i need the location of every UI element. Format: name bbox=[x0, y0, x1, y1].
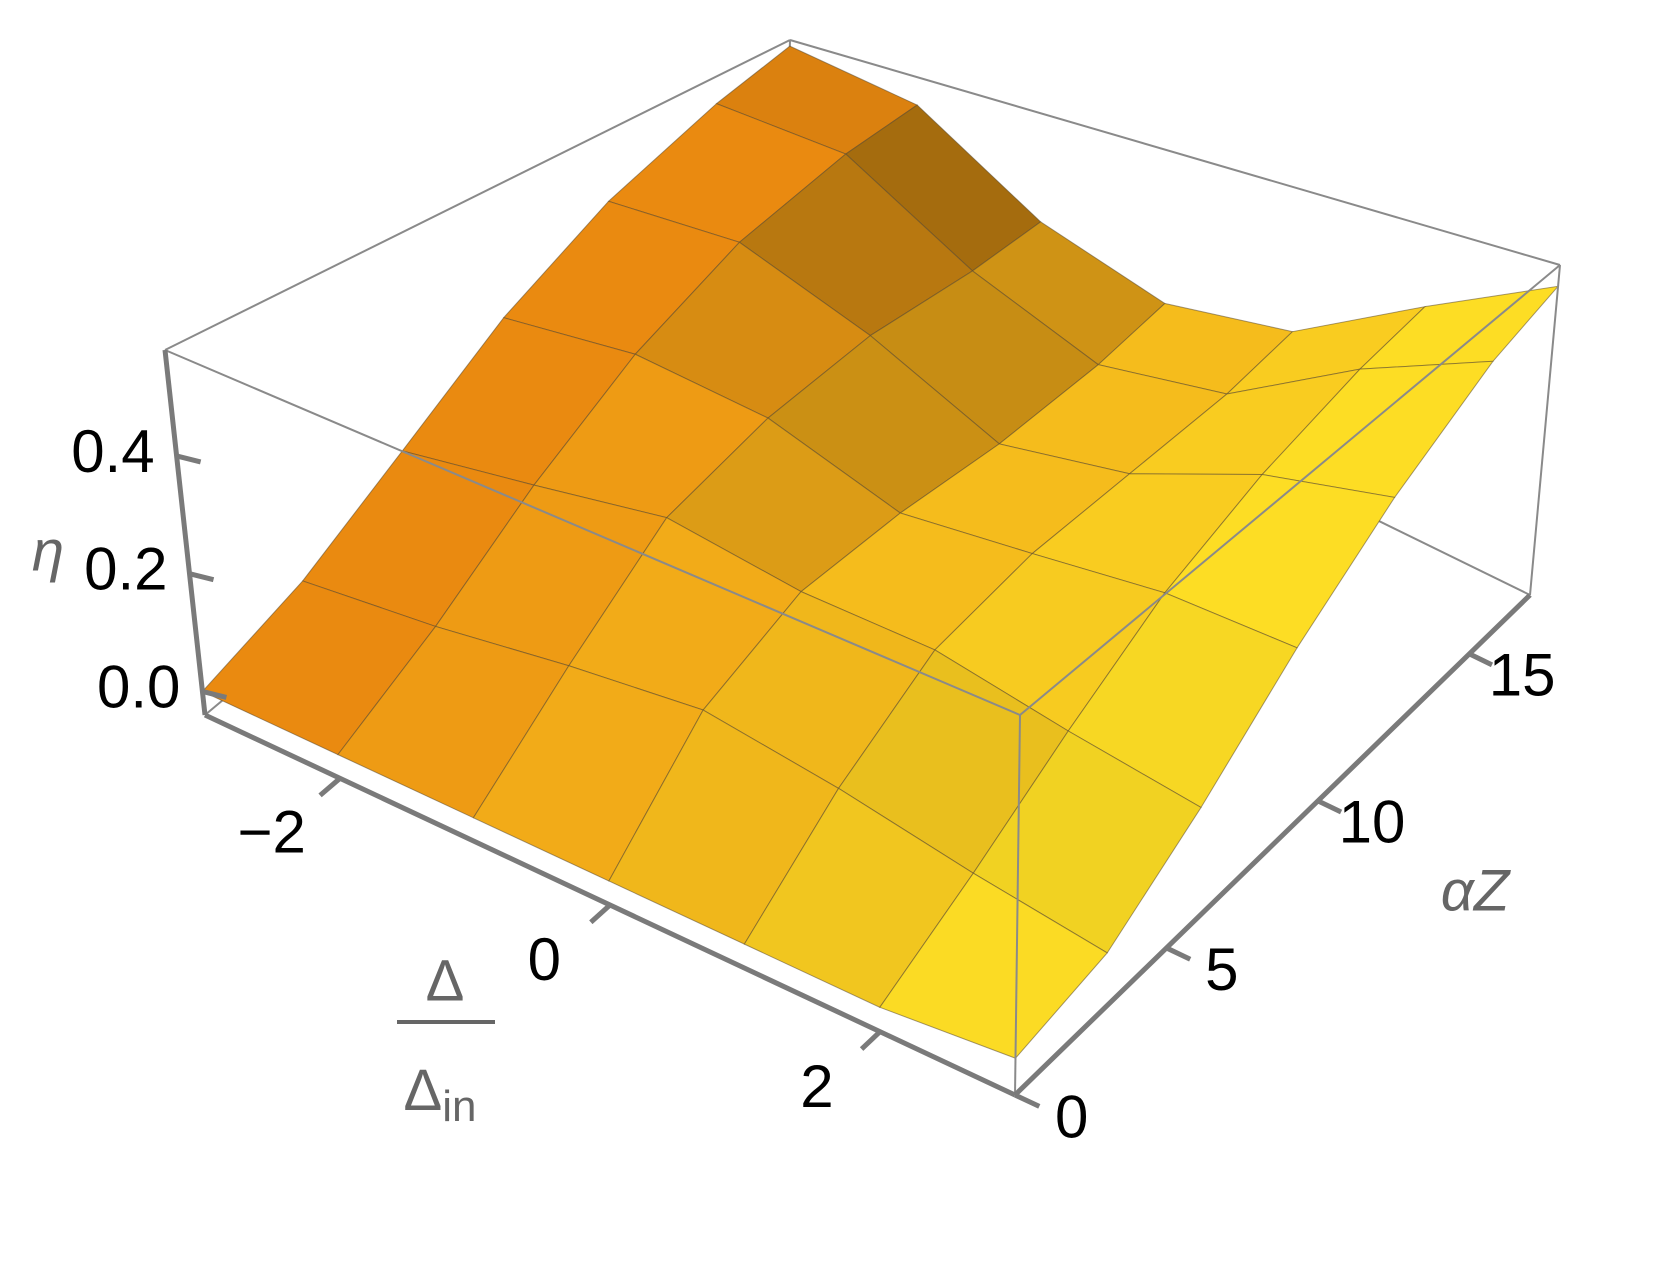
y-tick-label: 15 bbox=[1489, 641, 1556, 708]
y-tick-label: 10 bbox=[1339, 789, 1406, 856]
x-tick-label: 2 bbox=[800, 1053, 833, 1120]
y-tick bbox=[1316, 798, 1343, 815]
box-edge bbox=[164, 349, 1021, 716]
box-edge bbox=[164, 39, 791, 351]
z-axis bbox=[162, 349, 208, 716]
y-tick-label: 0 bbox=[1055, 1083, 1088, 1150]
z-tick-label: 0.0 bbox=[97, 653, 180, 720]
y-axis-label: αZ bbox=[1441, 858, 1512, 923]
box-edge bbox=[1529, 264, 1561, 596]
x-tick-label: −2 bbox=[237, 799, 305, 866]
z-axis-label: η bbox=[32, 518, 64, 583]
x-tick bbox=[318, 776, 342, 798]
z-tick bbox=[188, 571, 215, 583]
y-axis bbox=[1013, 593, 1532, 1097]
y-tick-label: 5 bbox=[1205, 936, 1238, 1003]
x-tick bbox=[589, 903, 612, 925]
denominator: Δ bbox=[404, 1058, 443, 1123]
y-tick bbox=[1013, 1092, 1041, 1109]
box-edge bbox=[1019, 264, 1561, 716]
subscript: in bbox=[442, 1082, 476, 1131]
z-tick-label: 0.2 bbox=[84, 536, 167, 603]
box-edge bbox=[789, 39, 1561, 266]
x-axis-label-numerator: Δ bbox=[426, 948, 465, 1013]
x-tick-label: 0 bbox=[528, 926, 561, 993]
z-tick-label: 0.4 bbox=[71, 418, 154, 485]
z-tick bbox=[201, 689, 228, 700]
y-tick bbox=[1468, 651, 1494, 668]
z-tick bbox=[176, 453, 202, 465]
surface-patch bbox=[879, 872, 1109, 1059]
x-tick bbox=[859, 1029, 882, 1051]
x-axis-label-denominator: Δin bbox=[404, 1058, 477, 1130]
y-tick bbox=[1165, 945, 1192, 962]
box-edge bbox=[1014, 714, 1021, 1096]
